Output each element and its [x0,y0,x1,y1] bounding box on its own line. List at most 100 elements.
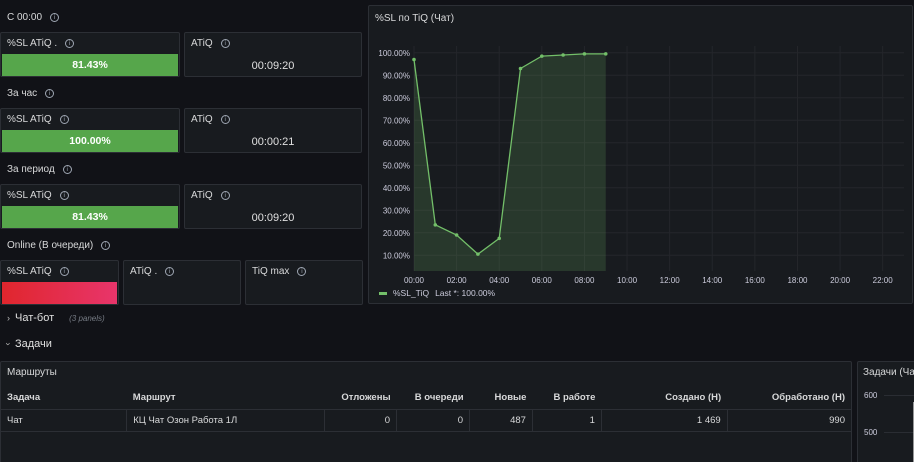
data-point [433,223,438,227]
routes-table: Задача Маршрут Отложены В очереди Новые … [1,387,851,432]
column-header[interactable]: Создано (Н) [601,387,728,410]
atiq-value: 00:00:21 [251,136,295,148]
panel-title: Задачи (Ча [863,367,914,378]
panel-title: ATiQ i [191,190,230,201]
y-tick-label: 500 [864,428,878,437]
data-point [497,236,502,241]
chevron-right-icon: › [7,313,10,323]
column-header[interactable]: Обработано (Н) [727,387,851,410]
column-header[interactable]: Маршрут [126,387,325,410]
table-header-row: Задача Маршрут Отложены В очереди Новые … [1,387,851,410]
info-icon[interactable]: i [220,191,230,200]
y-tick-label: 90.00% [383,71,410,80]
atiq-value: 00:09:20 [251,212,295,224]
column-header[interactable]: В работе [532,387,602,410]
sl-atiq-panel-since-midnight: %SL ATiQ . i 81.43% [0,32,180,77]
table-cell: КЦ Чат Озон Работа 1Л [126,409,326,432]
sl-bar: 81.43% [2,206,178,228]
sl-tiq-chart[interactable]: 10.00% 20.00% 30.00% 40.00% 50.00% 60.00% 70.0… [369,6,912,303]
table-cell: Чат [1,409,128,432]
info-icon[interactable]: i [165,267,175,276]
info-icon[interactable]: i [220,39,230,48]
legend-last-value: Last *: 100.00% [435,288,496,298]
panel-title: ATiQ i [191,114,230,125]
panel-title: %SL ATiQ i [7,114,69,125]
data-point [603,52,608,56]
x-tick-label: 04:00 [489,276,510,285]
data-point [412,57,416,62]
panel-title: %SL ATiQ i [7,190,69,201]
panel-title: ATiQ i [191,38,230,49]
info-icon[interactable]: i [62,165,72,174]
chart-legend[interactable]: %SL_TiQ Last *: 100.00% [379,288,495,298]
column-header[interactable]: Новые [469,387,533,410]
panel-title-label: %SL ATiQ [7,114,52,125]
routes-title: Маршруты [7,367,57,378]
panel-title-label: ATiQ . [130,266,158,277]
y-tick-label: 70.00% [383,116,410,125]
x-tick-label: 16:00 [745,276,766,285]
info-icon[interactable]: i [45,89,55,98]
y-tick-label: 50.00% [383,161,410,170]
sl-bar [2,282,117,304]
column-header[interactable]: Задача [1,387,127,410]
sl-bar: 100.00% [2,130,178,152]
sl-value: 100.00% [69,135,111,147]
info-icon[interactable]: i [59,267,69,276]
table-cell: 0 [324,409,398,432]
row-title-label: За час [7,88,38,99]
atiq-value: 00:09:20 [251,60,295,72]
section-chatbot[interactable]: › Чат-бот (3 panels) [7,312,105,324]
x-tick-label: 10:00 [617,276,638,285]
section-tasks[interactable]: › Задачи [3,338,52,350]
table-cell: 1 [532,409,602,432]
panel-title-label: %SL ATiQ [7,190,52,201]
routes-panel: Маршруты Задача Маршрут Отложены В очере… [0,361,852,462]
panel-title: %SL по TiQ (Чат) [375,13,454,24]
data-point [454,233,459,237]
panel-title-label: TiQ max [252,266,290,277]
info-icon[interactable]: i [59,115,69,124]
y-tick-label: 10.00% [383,251,410,260]
row-title-label: С 00:00 [7,12,43,23]
info-icon[interactable]: i [65,39,75,48]
atiq-panel-per-period: ATiQ i 00:09:20 [184,184,362,229]
x-tick-label: 22:00 [873,276,894,285]
row-title-label: За период [7,164,55,175]
column-header[interactable]: Отложены [324,387,397,410]
table-cell: 1 469 [601,409,728,432]
x-tick-label: 12:00 [660,276,681,285]
info-icon[interactable]: i [59,191,69,200]
chevron-down-icon: › [3,342,14,346]
panel-title-label: %SL ATiQ [7,266,52,277]
data-point [582,52,587,56]
x-tick-label: 14:00 [702,276,723,285]
gridline [884,432,914,433]
panel-title: %SL ATiQ i [7,266,69,277]
column-header[interactable]: В очереди [396,387,470,410]
info-icon[interactable]: i [297,267,307,276]
panel-title: TiQ max i [252,266,307,277]
y-tick-label: 40.00% [383,184,410,193]
atiq-panel-online: ATiQ . i [123,260,241,305]
row-title-per-hour: За час i [7,88,55,99]
chart-title: %SL по TiQ (Чат) [375,13,455,24]
table-cell: 0 [396,409,471,432]
info-icon[interactable]: i [220,115,230,124]
tiq-max-panel-online: TiQ max i [245,260,363,305]
sl-tiq-chart-panel: %SL по TiQ (Чат) 10.00% 20.00% 30.00% 40.00… [368,5,913,304]
info-icon[interactable]: i [101,241,111,250]
panel-title: ATiQ . i [130,266,175,277]
sl-atiq-panel-per-hour: %SL ATiQ i 100.00% [0,108,180,153]
sl-value: 81.43% [72,59,108,71]
section-panel-count: (3 panels) [69,313,105,323]
atiq-panel-per-hour: ATiQ i 00:00:21 [184,108,362,153]
data-point [518,66,523,71]
series-line [413,53,606,255]
x-tick-label: 08:00 [574,276,595,285]
tasks-chart-title: Задачи (Ча [863,367,914,378]
data-point [561,53,565,57]
info-icon[interactable]: i [50,13,60,22]
x-tick-label: 18:00 [787,276,808,285]
table-row[interactable]: Чат КЦ Чат Озон Работа 1Л 0 0 487 1 1 46… [1,409,851,432]
